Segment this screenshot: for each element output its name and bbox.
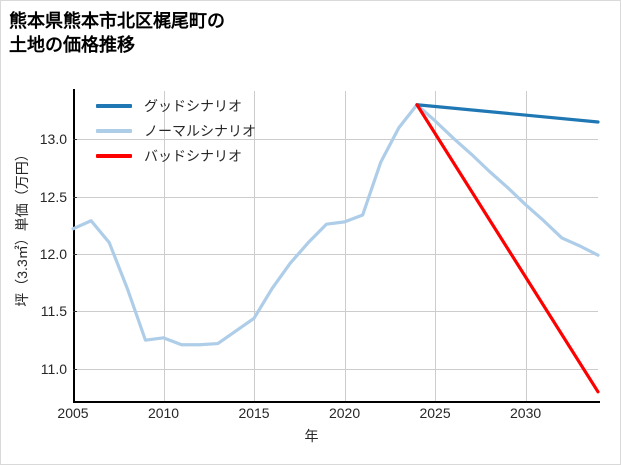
y-tick-mark: [73, 254, 77, 256]
y-tick-mark: [73, 368, 77, 370]
legend-item-label: グッドシナリオ: [144, 97, 242, 114]
x-tick-label: 2020: [328, 405, 361, 421]
x-tick-label: 2015: [238, 405, 270, 421]
chart-title: 熊本県熊本市北区梶尾町の 土地の価格推移: [9, 11, 225, 56]
legend-item[interactable]: ノーマルシナリオ: [96, 118, 336, 143]
gridline-vertical: [525, 91, 527, 401]
legend-item[interactable]: バッドシナリオ: [96, 143, 336, 168]
legend-item-label: バッドシナリオ: [144, 147, 242, 164]
legend-item[interactable]: グッドシナリオ: [96, 93, 336, 118]
x-tick-label: 2005: [57, 405, 89, 421]
gridline-vertical: [344, 91, 346, 401]
legend-color-swatch: [96, 103, 132, 108]
gridline-horizontal: [73, 254, 598, 256]
y-tick-label: 11.0: [40, 360, 67, 377]
x-tick-label: 2010: [147, 405, 180, 421]
x-tick-label: 2030: [510, 405, 542, 421]
y-tick-mark: [73, 311, 77, 313]
x-axis-spine: [73, 401, 600, 403]
y-tick-label: 12.5: [39, 188, 67, 205]
chart-legend: グッドシナリオ ノーマルシナリオ バッドシナリオ: [96, 93, 336, 168]
y-tick-label: 12.0: [39, 246, 67, 263]
legend-color-swatch: [96, 128, 132, 133]
y-axis-tick-labels: 11.0 11.5 12.0 12.5 13.0: [1, 1, 67, 464]
y-tick-mark: [73, 139, 77, 141]
gridline-horizontal: [73, 196, 598, 198]
x-axis-title: 年: [304, 428, 319, 444]
gridline-horizontal: [73, 311, 598, 313]
x-tick-label: 2025: [419, 405, 451, 421]
gridline-vertical: [435, 91, 437, 401]
gridline-horizontal: [73, 368, 598, 370]
legend-item-label: ノーマルシナリオ: [144, 122, 256, 139]
y-axis-spine: [73, 89, 75, 403]
legend-color-swatch: [96, 153, 132, 158]
y-axis-title: 坪（3.3㎡）単価（万円）: [14, 147, 30, 307]
y-tick-label: 13.0: [39, 131, 67, 148]
y-tick-mark: [73, 196, 77, 198]
y-tick-label: 11.5: [40, 303, 67, 320]
